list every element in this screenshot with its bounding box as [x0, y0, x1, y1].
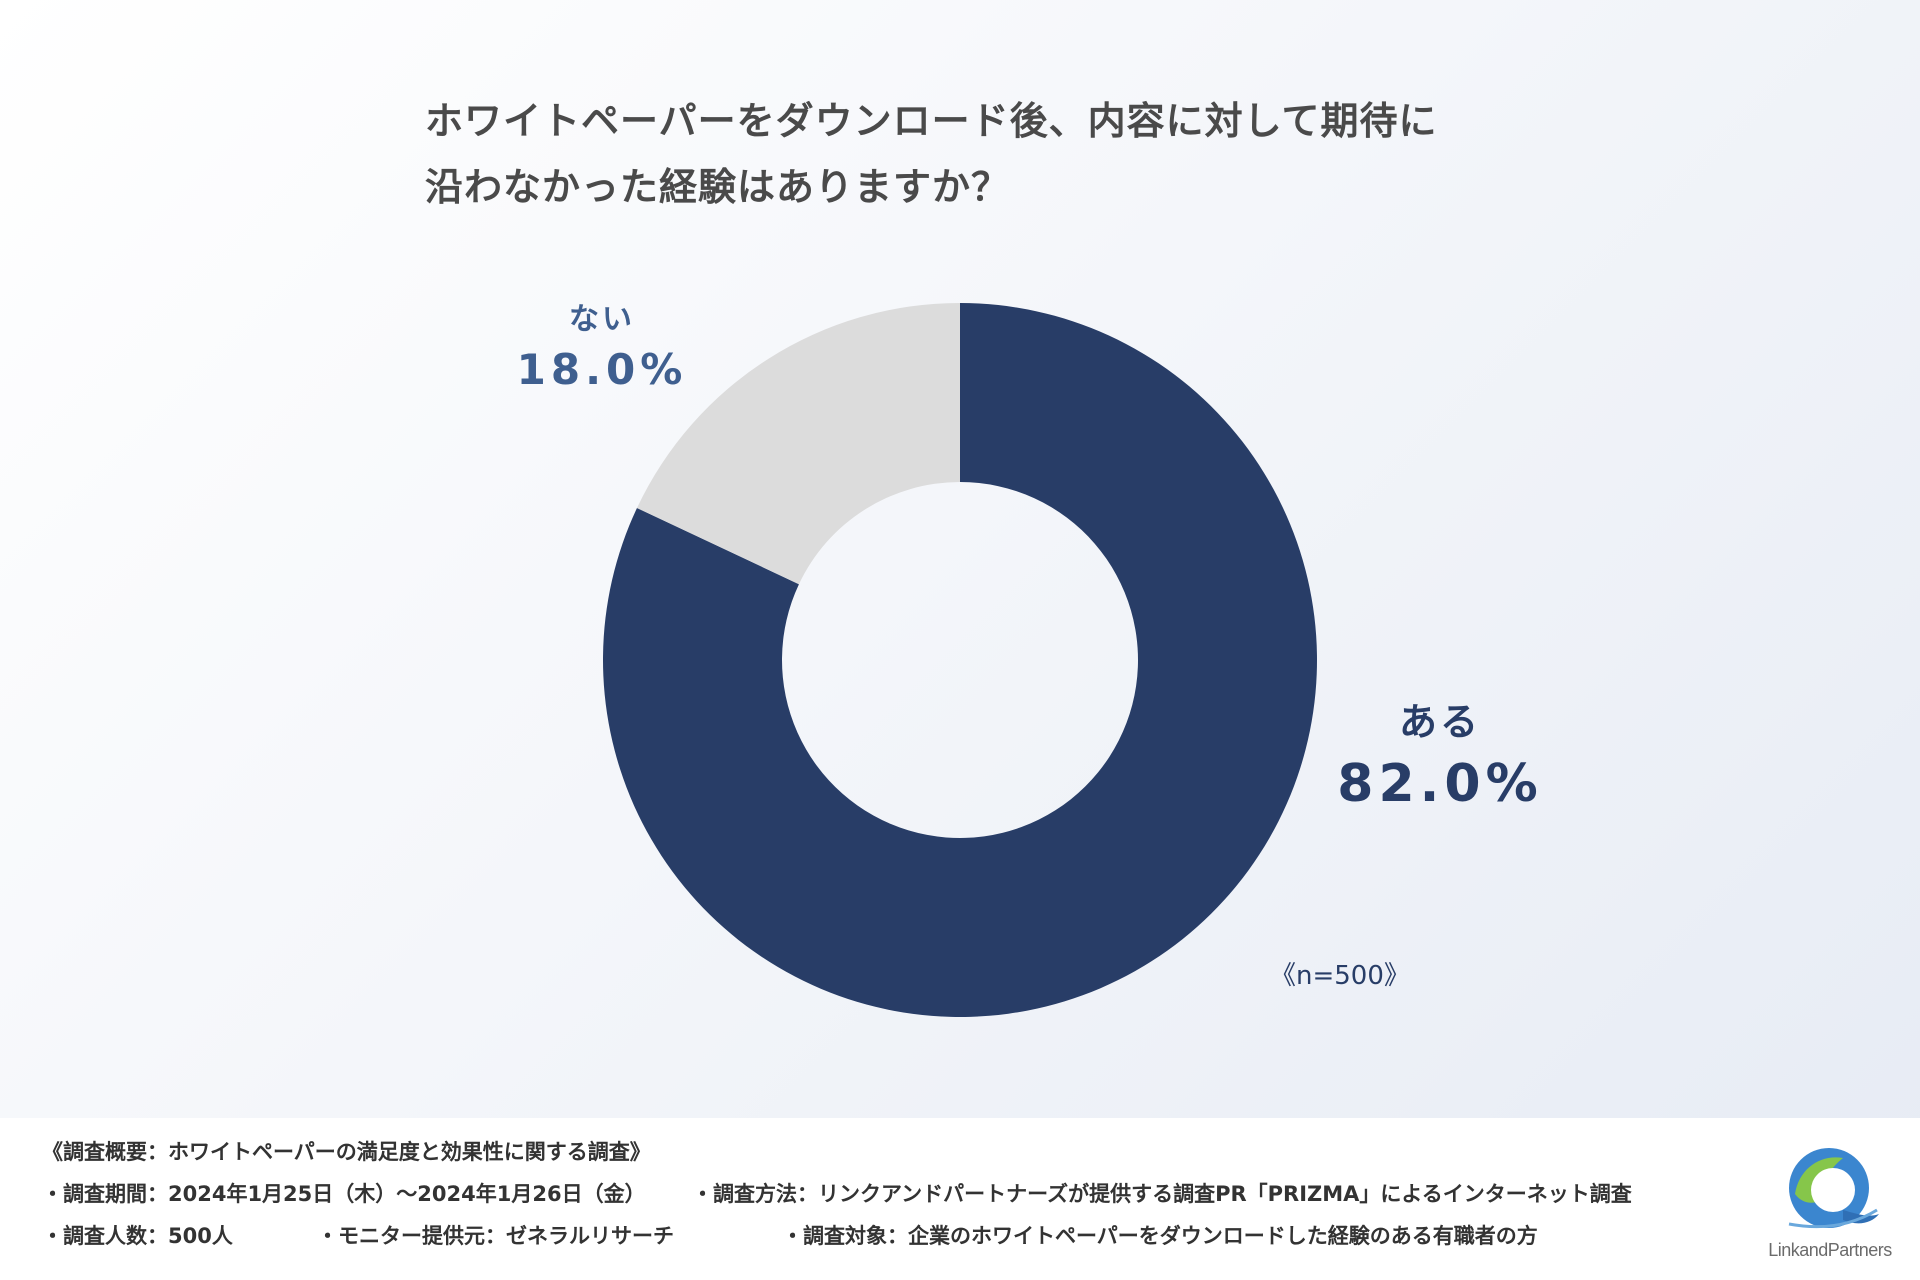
survey-count: ・調査人数：500人 — [42, 1224, 233, 1248]
chart-title-line-1: ホワイトペーパーをダウンロード後、内容に対して期待に — [425, 99, 1438, 143]
survey-monitor: ・モニター提供元：ゼネラルリサーチ — [317, 1224, 674, 1248]
category-label-aru: ある — [1398, 700, 1481, 744]
label-nai: ない 18.0% — [512, 300, 692, 400]
donut-slice-nai — [636, 303, 960, 585]
sample-size-note: 《n=500》 — [1270, 961, 1410, 991]
value-label-aru: 82.0% — [1337, 754, 1543, 814]
category-label-nai: ない — [569, 302, 635, 337]
logo-mark-icon — [1788, 1148, 1879, 1229]
value-label-nai: 18.0% — [516, 345, 688, 394]
donut-chart — [603, 303, 1318, 1018]
logo-swoosh — [1788, 1208, 1878, 1229]
survey-method: ・調査方法：リンクアンドパートナーズが提供する調査PR「PRIZMA」によるイン… — [692, 1182, 1632, 1206]
label-aru: ある 82.0% — [1330, 696, 1550, 820]
survey-line-3: ・調査人数：500人 ・モニター提供元：ゼネラルリサーチ ・調査対象：企業のホワ… — [42, 1220, 1538, 1250]
survey-footer: 《調査概要：ホワイトペーパーの満足度と効果性に関する調査》 ・調査期間：2024… — [0, 1118, 1920, 1280]
survey-overview: 《調査概要：ホワイトペーパーの満足度と効果性に関する調査》 — [42, 1140, 651, 1164]
company-logo: LinkandPartners — [1755, 1140, 1905, 1270]
donut-slice-aru — [603, 303, 1318, 1018]
survey-period: ・調査期間：2024年1月25日（木）～2024年1月26日（金） — [42, 1182, 646, 1206]
chart-title-line-2: 沿わなかった経験はありますか？ — [425, 165, 1011, 209]
logo-text: LinkandPartners — [1768, 1240, 1892, 1260]
chart-title: ホワイトペーパーをダウンロード後、内容に対して期待に 沿わなかった経験はあります… — [425, 88, 1625, 220]
logo-ring-inner — [1811, 1168, 1855, 1212]
survey-line-2: ・調査期間：2024年1月25日（木）～2024年1月26日（金） ・調査方法：… — [42, 1178, 1632, 1208]
survey-target: ・調査対象：企業のホワイトペーパーをダウンロードした経験のある有職者の方 — [782, 1224, 1538, 1248]
